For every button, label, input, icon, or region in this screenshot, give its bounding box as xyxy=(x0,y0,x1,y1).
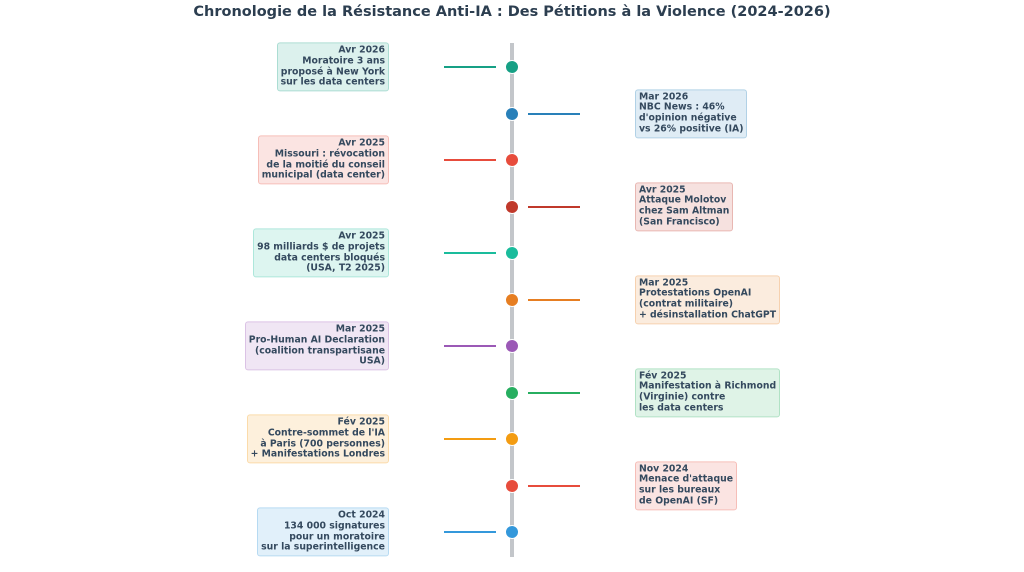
event-text: Manifestation à Richmond (Virginie) cont… xyxy=(639,380,777,414)
event-marker xyxy=(505,246,519,260)
event-connector xyxy=(444,66,496,68)
event-marker xyxy=(505,60,519,74)
event-date: Fév 2025 xyxy=(639,369,687,381)
event-connector xyxy=(444,252,496,254)
event-label: Avr 2025 Missouri : révocation de la moi… xyxy=(257,135,389,185)
event-date: Mar 2025 xyxy=(335,323,385,335)
event-date: Avr 2025 xyxy=(639,183,686,195)
event-marker xyxy=(505,432,519,446)
event-marker xyxy=(505,339,519,353)
event-marker xyxy=(505,478,519,493)
event-connector xyxy=(528,484,580,487)
event-date: Fév 2025 xyxy=(337,416,385,428)
event-date: Mar 2025 xyxy=(639,276,689,288)
event-label: Mar 2026 NBC News : 46% d'opinion négati… xyxy=(635,88,748,139)
event-marker xyxy=(505,292,519,307)
event-label: Fév 2025 Manifestation à Richmond (Virgi… xyxy=(635,367,781,418)
event-label: Mar 2025 Pro-Human AI Declaration (coali… xyxy=(244,321,389,371)
event-connector xyxy=(528,298,580,301)
event-connector xyxy=(528,112,580,115)
chart-title: Chronologie de la Résistance Anti-IA : D… xyxy=(193,4,831,20)
event-date: Mar 2026 xyxy=(639,90,689,102)
event-label: Avr 2025 Attaque Molotov chez Sam Altman… xyxy=(635,181,734,232)
event-label: Oct 2024 134 000 signatures pour un mora… xyxy=(257,507,389,557)
event-connector xyxy=(528,391,580,394)
event-date: Avr 2026 xyxy=(338,44,385,56)
event-date: Avr 2025 xyxy=(338,230,385,242)
event-connector xyxy=(444,159,496,161)
event-marker xyxy=(505,199,519,214)
event-label: Nov 2024 Menace d'attaque sur les bureau… xyxy=(635,460,738,511)
event-text: 98 milliards $ de projets data centers b… xyxy=(257,241,385,274)
event-text: Attaque Molotov chez Sam Altman (San Fra… xyxy=(639,194,730,228)
event-connector xyxy=(444,345,496,347)
event-label: Mar 2025 Protestations OpenAI (contrat m… xyxy=(635,274,781,325)
event-marker xyxy=(505,106,519,121)
event-label: Avr 2025 98 milliards $ de projets data … xyxy=(253,228,389,278)
event-text: Menace d'attaque sur les bureaux de Open… xyxy=(639,473,734,507)
event-text: Protestations OpenAI (contrat militaire)… xyxy=(639,287,777,321)
event-date: Avr 2025 xyxy=(338,137,385,149)
event-text: 134 000 signatures pour un moratoire sur… xyxy=(261,520,385,553)
event-marker xyxy=(505,525,519,539)
event-date: Nov 2024 xyxy=(639,462,689,474)
event-marker xyxy=(505,153,519,167)
event-label: Avr 2026 Moratoire 3 ans proposé à New Y… xyxy=(276,42,389,92)
event-text: Contre-sommet de l'IA à Paris (700 perso… xyxy=(250,427,385,460)
event-connector xyxy=(444,438,496,440)
event-text: Pro-Human AI Declaration (coalition tran… xyxy=(248,334,385,367)
event-text: NBC News : 46% d'opinion négative vs 26%… xyxy=(639,101,744,135)
event-text: Missouri : révocation de la moitié du co… xyxy=(261,148,385,181)
event-connector xyxy=(528,205,580,208)
event-marker xyxy=(505,385,519,400)
event-label: Fév 2025 Contre-sommet de l'IA à Paris (… xyxy=(246,414,389,464)
event-text: Moratoire 3 ans proposé à New York sur l… xyxy=(280,55,385,88)
event-connector xyxy=(444,531,496,533)
event-date: Oct 2024 xyxy=(338,509,385,521)
